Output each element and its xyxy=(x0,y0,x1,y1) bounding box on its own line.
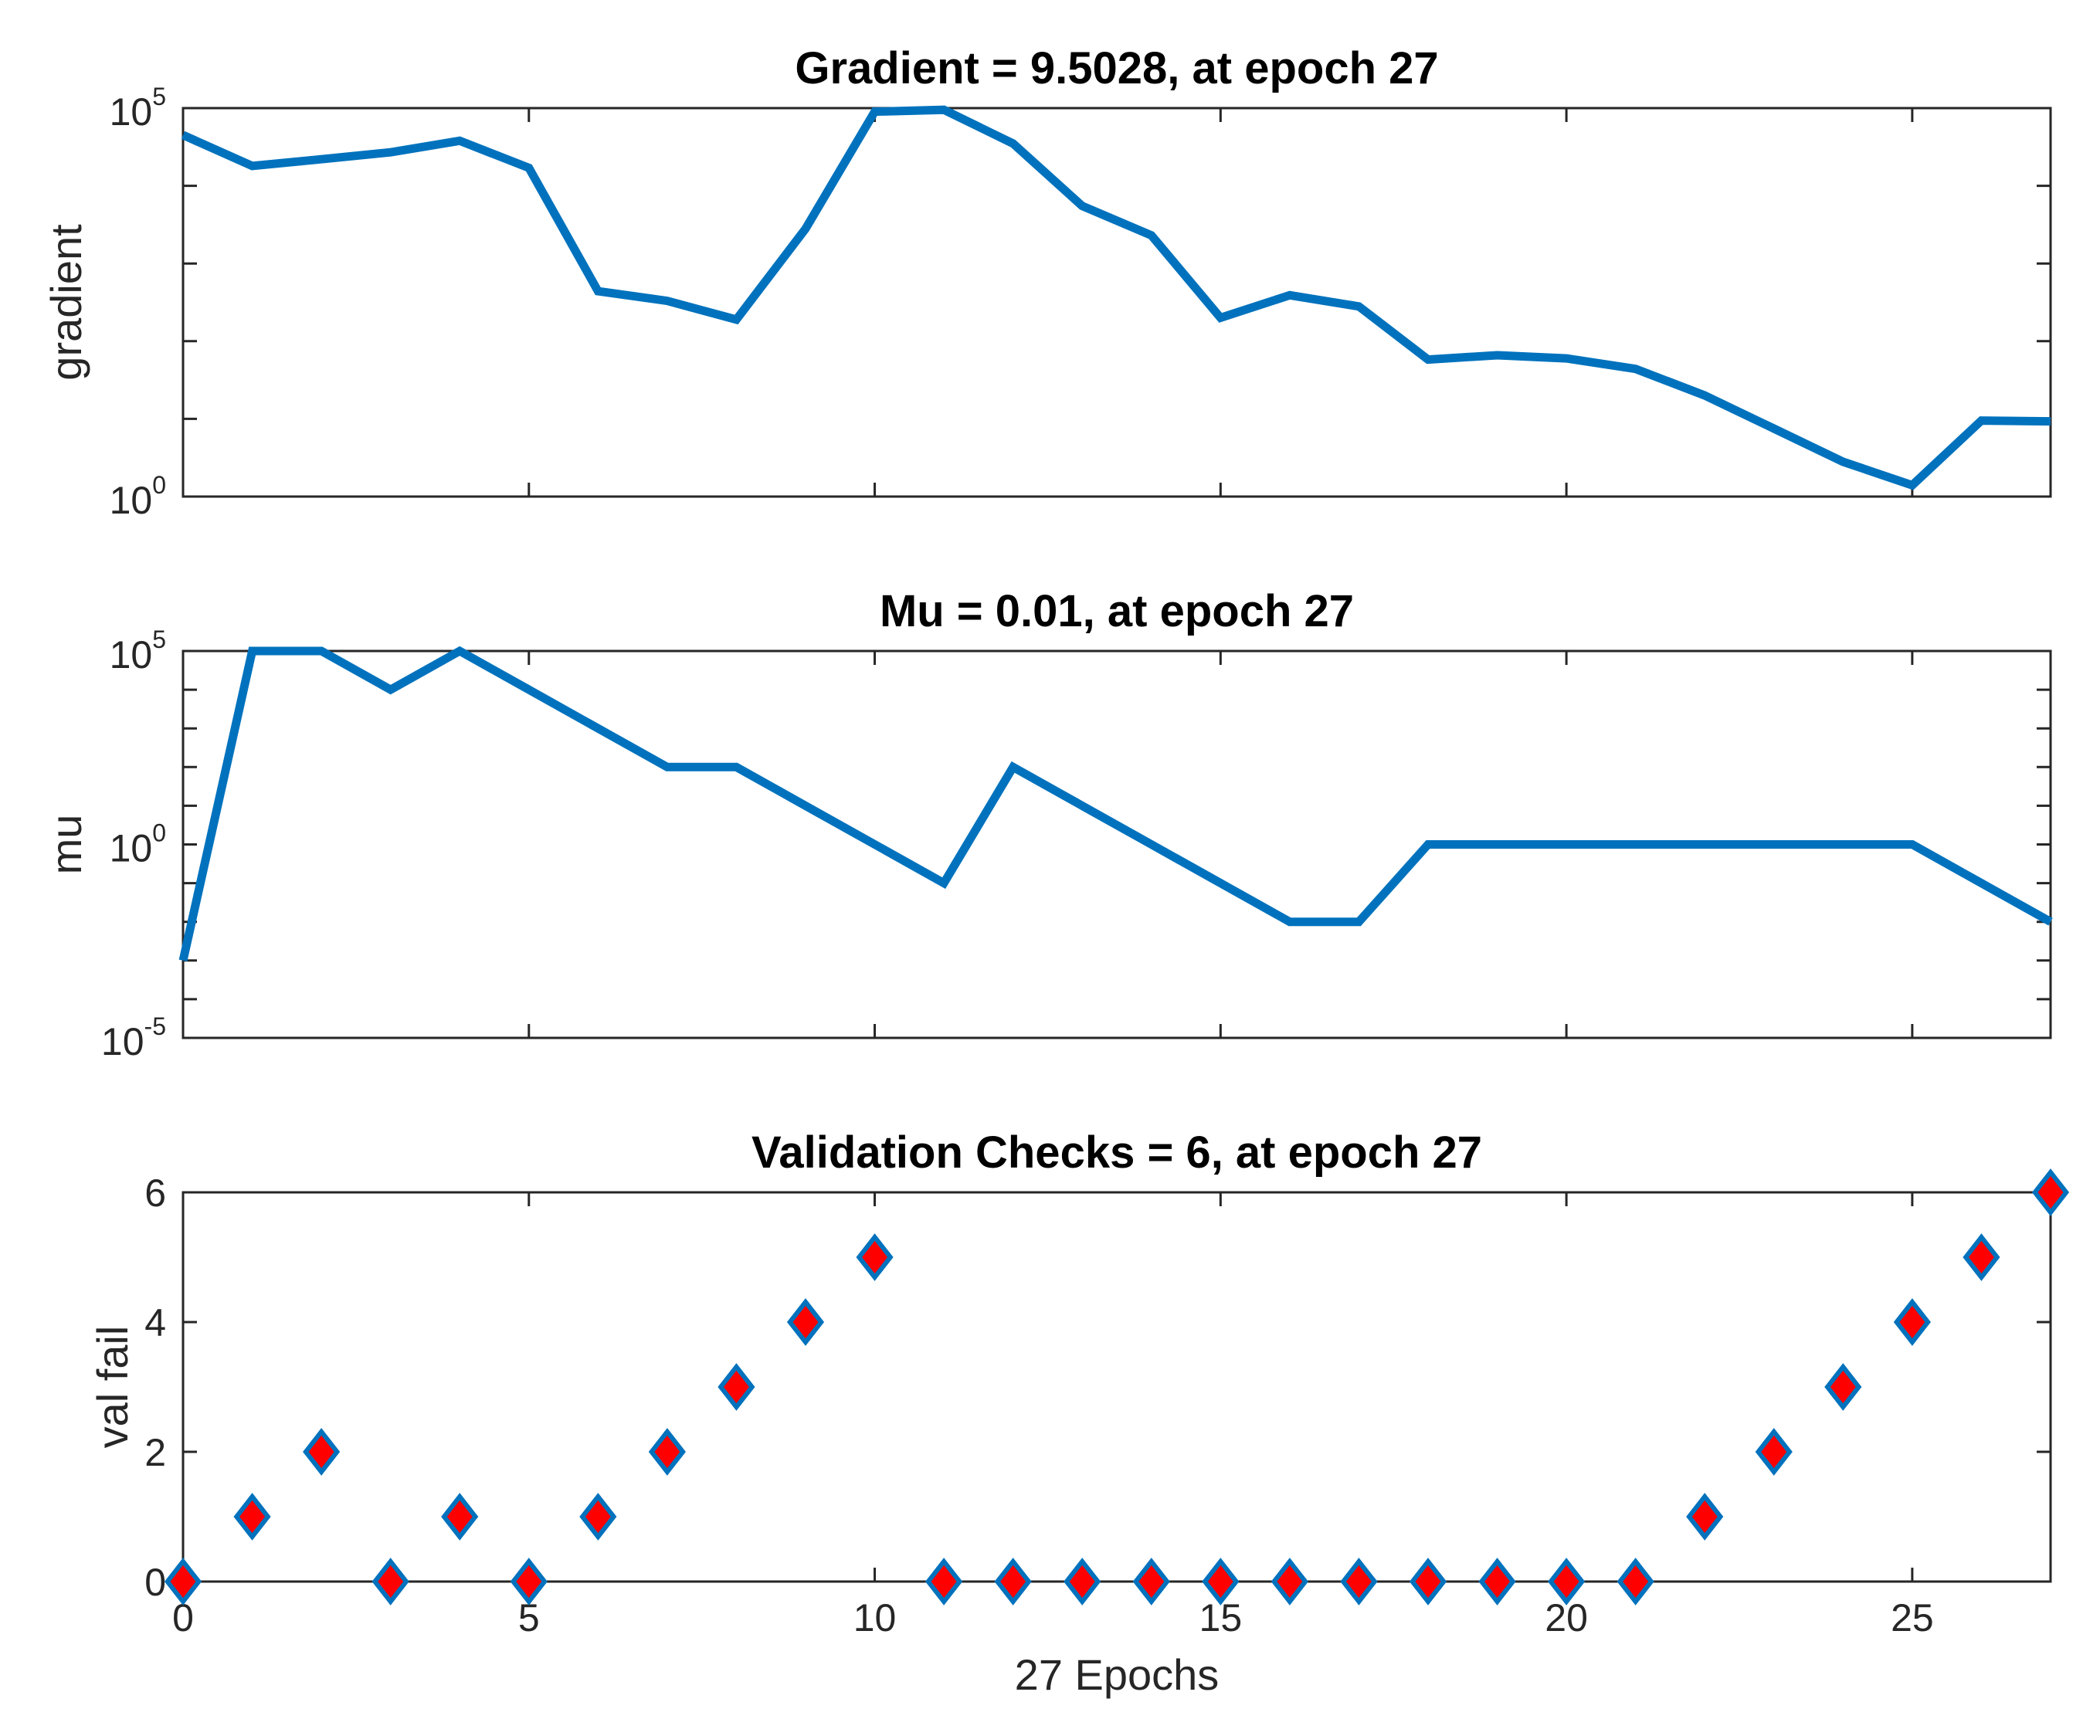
data-point xyxy=(303,1428,341,1476)
y-axis-label: gradient xyxy=(42,224,90,381)
data-point xyxy=(1132,1558,1170,1605)
data-point xyxy=(1340,1558,1378,1605)
data-point xyxy=(1755,1428,1793,1476)
data-point xyxy=(1686,1493,1724,1541)
data-point xyxy=(1478,1558,1516,1605)
axes-box xyxy=(182,1191,2052,1583)
x-axis-label: 27 Epochs xyxy=(1015,1650,1220,1699)
data-point xyxy=(718,1363,755,1411)
data-point xyxy=(510,1558,548,1605)
y-tick-label: 105 xyxy=(110,626,166,676)
axes-box xyxy=(182,107,2052,498)
data-point xyxy=(1202,1558,1240,1605)
data-point xyxy=(579,1493,617,1541)
panel-1: 105 100 Gradient = 9.5028, at epoch 27 grad… xyxy=(42,43,2052,522)
data-point xyxy=(371,1558,409,1605)
data-point xyxy=(786,1298,825,1346)
data-point xyxy=(925,1558,963,1605)
y-tick-label: 10-5 xyxy=(101,1012,166,1063)
data-point xyxy=(1617,1558,1654,1605)
data-point xyxy=(1064,1558,1101,1605)
panel-2: 105 100 10-5 Mu = 0.01, at epoch 27 mu xyxy=(42,586,2053,1063)
y-tick-label: 4 xyxy=(144,1301,166,1344)
y-tick-label: 6 xyxy=(144,1171,166,1215)
data-point xyxy=(1963,1233,2000,1281)
y-tick-label: 100 xyxy=(110,471,166,522)
data-point xyxy=(648,1428,686,1476)
panel-title: Mu = 0.01, at epoch 27 xyxy=(880,586,1354,636)
data-point xyxy=(233,1493,271,1541)
series-line xyxy=(178,646,2053,961)
data-point xyxy=(856,1233,894,1281)
y-tick-label: 105 xyxy=(110,83,166,134)
x-tick-label: 10 xyxy=(853,1596,897,1639)
data-point xyxy=(1409,1558,1447,1605)
data-point xyxy=(2031,1168,2070,1216)
y-tick-label: 0 xyxy=(144,1561,166,1604)
data-point xyxy=(1824,1363,1862,1411)
y-tick-label: 100 xyxy=(110,819,166,870)
series-line xyxy=(181,105,2051,490)
data-point xyxy=(441,1493,479,1541)
data-point xyxy=(164,1558,202,1605)
data-point xyxy=(1271,1558,1308,1605)
y-axis-label: val fail xyxy=(88,1326,137,1449)
data-point xyxy=(994,1558,1032,1605)
data-point xyxy=(1548,1558,1586,1605)
panel-title: Gradient = 9.5028, at epoch 27 xyxy=(795,43,1438,93)
y-axis-label: mu xyxy=(42,815,90,875)
panel-title: Validation Checks = 6, at epoch 27 xyxy=(751,1127,1482,1178)
data-point xyxy=(1893,1298,1931,1346)
y-tick-label: 2 xyxy=(144,1431,166,1474)
x-tick-label: 25 xyxy=(1891,1596,1934,1639)
